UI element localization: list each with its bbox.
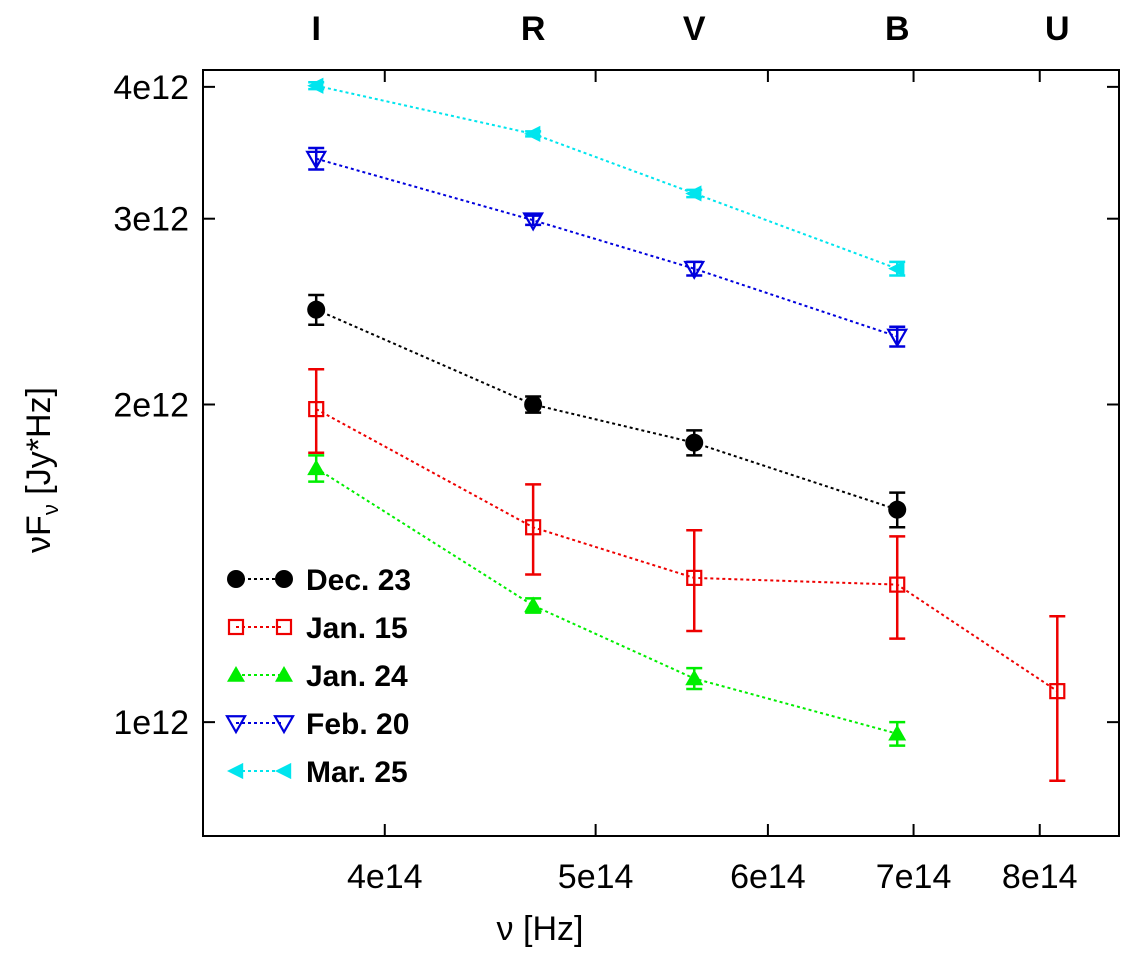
legend-label: Dec. 23 [306,564,411,597]
plot-border [202,69,1120,837]
x-tick-label: 7e14 [876,858,952,896]
legend-item: Jan. 24 [227,660,408,693]
data-point [307,300,326,319]
series-line [315,308,898,511]
x-tick-label: 4e14 [347,858,423,896]
data-point [888,500,907,519]
data-point [524,395,543,414]
data-point [307,459,326,476]
data-point [273,715,295,735]
y-axis-ticks: 1e12 2e12 3e12 4e12 [113,69,1119,742]
data-point [305,150,328,170]
data-point [888,260,905,277]
x-tick-label: 8e14 [1002,858,1078,896]
x-tick-label: 5e14 [558,858,634,896]
legend-label: Jan. 24 [306,660,408,693]
data-series [305,77,1066,782]
data-point [275,618,293,636]
legend-item: Feb. 20 [225,708,409,741]
data-point [227,666,245,682]
legend-item: Mar. 25 [227,756,408,789]
data-point [686,569,703,586]
legend-label: Jan. 15 [306,612,408,645]
x-axis-ticks: 4e14 5e14 6e14 7e14 8e14 [347,70,1078,896]
legend: Dec. 23 Jan. 15 Jan. 24 Feb. 20 Mar. 25 [225,564,411,789]
band-label-B: B [885,10,910,48]
y-tick-label: 4e12 [113,69,189,107]
series-mar-25 [307,77,906,277]
data-point [275,762,292,780]
data-point [522,212,545,232]
legend-label: Mar. 25 [306,756,408,789]
series-jan-24 [307,454,907,747]
y-tick-label: 2e12 [113,387,189,425]
data-point [683,260,706,280]
data-point [227,762,244,780]
data-point [227,618,245,636]
y-tick-label: 1e12 [113,704,189,742]
series-line [315,467,898,735]
band-label-U: U [1045,10,1070,48]
band-label-I: I [311,10,320,48]
legend-item: Jan. 15 [227,612,408,645]
data-point [888,724,907,741]
data-point [685,185,702,202]
plot-frame [202,69,1120,837]
y-tick-label: 3e12 [113,201,189,239]
y-axis-label-main: νF [20,515,58,553]
data-point [524,125,541,142]
x-axis-label: ν [Hz] [497,910,584,948]
legend-item: Dec. 23 [227,564,411,597]
data-point [685,433,704,452]
data-point [889,576,906,593]
band-label-V: V [683,10,706,48]
data-point [886,328,909,348]
series-feb-20 [305,146,909,348]
data-point [307,77,324,94]
series-line [315,84,898,270]
data-point [685,669,704,686]
series-dec-23 [307,293,907,529]
series-line [315,408,1058,692]
band-label-R: R [521,10,546,48]
data-point [225,715,247,735]
data-point [275,570,293,588]
data-point [308,401,325,418]
data-point [525,519,542,536]
x-tick-label: 6e14 [730,858,806,896]
series-jan-15 [308,367,1066,782]
series-line [315,157,898,338]
data-point [275,666,293,682]
y-axis-label-subscript: ν [38,504,63,515]
y-axis-label-unit: [Jy*Hz] [20,387,58,504]
data-point [524,596,543,613]
data-point [227,570,245,588]
legend-label: Feb. 20 [306,708,409,741]
data-point [1049,683,1066,700]
y-axis-label: νFν [Jy*Hz] [20,387,63,553]
